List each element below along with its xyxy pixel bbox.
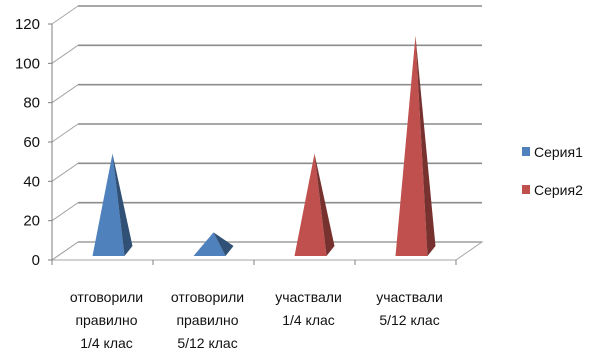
bar-1-3-front: [395, 35, 428, 256]
bar-0-1-side: [213, 232, 234, 256]
x-category-label-1-line-0: отговорили: [171, 289, 244, 305]
y-tick-label-2: 40: [23, 173, 40, 190]
chart-floor: [50, 241, 484, 261]
x-category-label-0-line-0: отговорили: [70, 289, 143, 305]
grid-diagonal-1: [51, 202, 79, 222]
y-tick-label-0: 0: [32, 252, 40, 269]
grid-diagonal-3: [51, 123, 79, 143]
x-category-label-0-line-2: 1/4 клас: [80, 335, 133, 351]
y-tick-label-1: 20: [23, 213, 40, 230]
grid-diagonal-2: [51, 162, 79, 182]
y-tick-label-5: 100: [15, 55, 40, 72]
bar-1-2-front: [294, 153, 327, 256]
bar-0-0-front: [92, 153, 125, 256]
x-category-label-3-line-1: 5/12 клас: [379, 312, 439, 328]
x-category-label-0-line-1: правилно: [75, 312, 137, 328]
legend-swatch-1: [522, 185, 530, 194]
legend-swatch-0: [522, 147, 530, 156]
legend-label-0: Серия1: [534, 144, 583, 160]
bar-0-1-front: [193, 232, 226, 256]
x-category-label-3-line-0: участвали: [376, 289, 443, 305]
y-tick-label-6: 120: [15, 16, 40, 33]
x-category-label-2-line-1: 1/4 клас: [282, 312, 335, 328]
x-category-label-2-line-0: участвали: [275, 289, 342, 305]
grid-diagonal-6: [51, 5, 79, 25]
x-category-label-1-line-2: 5/12 клас: [177, 335, 237, 351]
y-tick-label-4: 80: [23, 95, 40, 112]
legend-label-1: Серия2: [534, 182, 583, 198]
grid-diagonal-5: [51, 44, 79, 64]
bar-0-0-side: [112, 153, 133, 256]
grid-diagonal-4: [51, 84, 79, 104]
x-category-label-1-line-1: правилно: [176, 312, 238, 328]
bar-1-3-side: [415, 35, 436, 256]
bar-1-2-side: [314, 153, 335, 256]
y-tick-label-3: 60: [23, 134, 40, 151]
